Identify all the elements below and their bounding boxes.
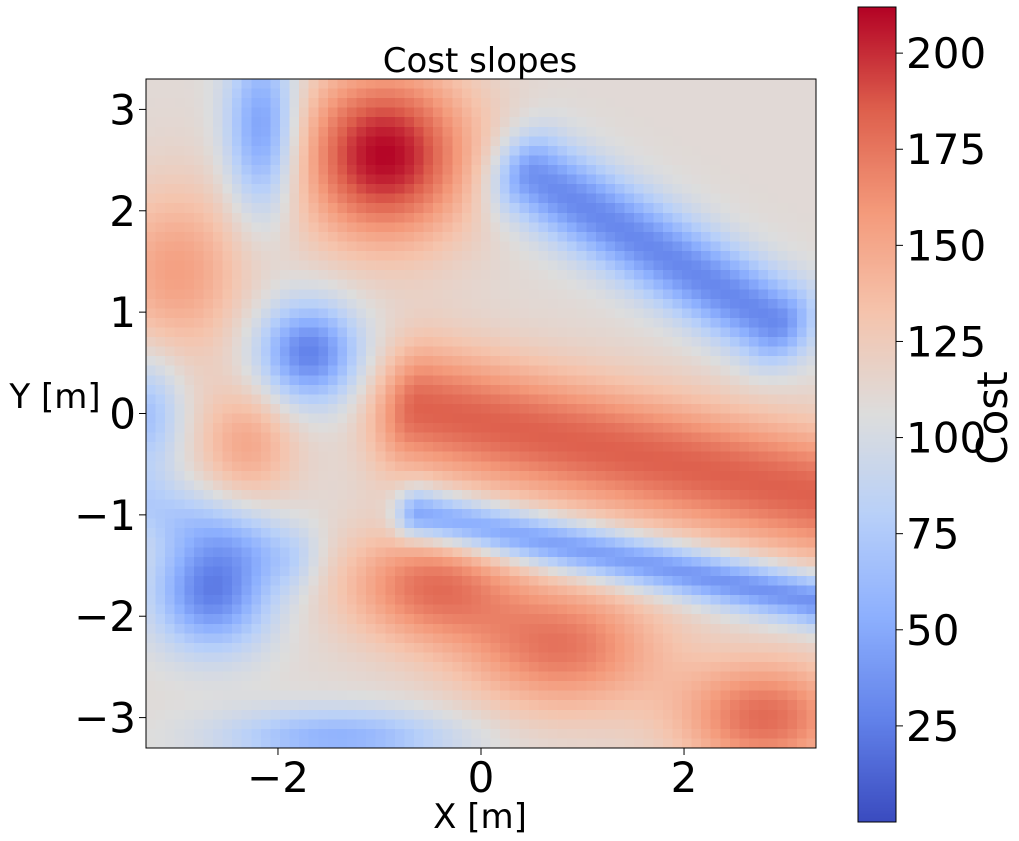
x-tick-label: 2 xyxy=(671,753,698,802)
y-tick-label: 3 xyxy=(109,85,136,134)
colorbar-tick-label: 50 xyxy=(906,606,959,655)
chart-title: Cost slopes xyxy=(383,41,578,81)
colorbar-tick-label: 75 xyxy=(906,510,959,559)
x-tick-label: 0 xyxy=(468,753,495,802)
x-axis-label: X [m] xyxy=(433,797,527,837)
colorbar-ticks: 25 50 75 100 125 150 175 200 xyxy=(896,29,986,751)
colorbar-tick-label: 25 xyxy=(906,702,959,751)
y-axis-label: Y [m] xyxy=(8,377,100,417)
y-tick-label: 1 xyxy=(109,288,136,337)
y-tick-label: −3 xyxy=(74,694,136,743)
heatmap-image xyxy=(146,79,816,748)
colorbar-frame xyxy=(857,6,897,823)
y-tick-label: −2 xyxy=(74,592,136,641)
colorbar-tick-label: 100 xyxy=(906,414,986,463)
colorbar-gradient xyxy=(858,7,896,822)
x-tick-label: −2 xyxy=(247,753,309,802)
y-tick-label: 2 xyxy=(109,187,136,236)
y-tick-label: −1 xyxy=(74,491,136,540)
colorbar: 25 50 75 100 125 150 175 200 Cost xyxy=(857,6,1017,823)
colorbar-tick-label: 125 xyxy=(906,317,986,366)
y-tick-label: 0 xyxy=(109,390,136,439)
x-axis: −2 0 2 xyxy=(247,748,697,802)
colorbar-tick-label: 150 xyxy=(906,221,986,270)
colorbar-tick-label: 200 xyxy=(906,29,986,78)
heatmap-plot-area xyxy=(145,78,817,749)
y-axis: −3 −2 −1 0 1 2 3 xyxy=(74,85,146,743)
colorbar-label: Cost xyxy=(968,371,1017,464)
colorbar-tick-label: 175 xyxy=(906,125,986,174)
